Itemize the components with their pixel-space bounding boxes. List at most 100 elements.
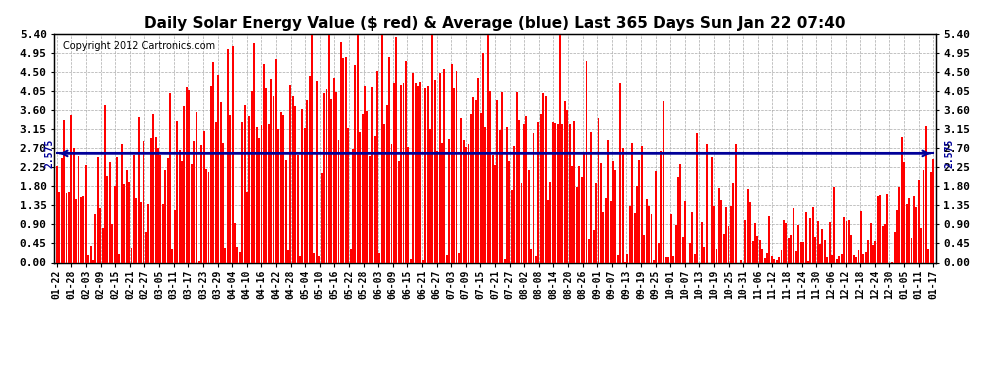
Bar — [667, 257, 669, 262]
Bar — [297, 155, 299, 262]
Bar — [571, 166, 573, 262]
Bar — [58, 192, 60, 262]
Bar — [930, 172, 932, 262]
Bar — [547, 200, 548, 262]
Bar — [933, 159, 935, 262]
Bar — [378, 253, 380, 262]
Bar — [154, 137, 156, 262]
Bar — [634, 213, 636, 262]
Bar — [248, 116, 250, 262]
Bar — [148, 204, 149, 262]
Bar — [602, 212, 604, 262]
Bar — [723, 234, 725, 262]
Bar — [605, 198, 607, 262]
Bar — [756, 236, 758, 262]
Bar — [247, 192, 248, 262]
Bar — [458, 253, 459, 262]
Bar — [874, 242, 876, 262]
Bar — [812, 207, 814, 262]
Bar — [203, 131, 205, 262]
Bar — [494, 165, 496, 262]
Bar — [442, 143, 443, 262]
Bar — [785, 223, 787, 262]
Bar — [877, 196, 879, 262]
Bar — [109, 162, 111, 262]
Bar — [735, 144, 737, 262]
Bar — [255, 127, 257, 262]
Bar — [744, 219, 746, 262]
Bar — [913, 196, 915, 262]
Bar — [754, 223, 756, 262]
Bar — [728, 226, 730, 262]
Bar — [822, 229, 824, 262]
Bar — [566, 110, 568, 262]
Bar — [338, 140, 340, 262]
Bar — [253, 43, 255, 262]
Bar — [166, 158, 168, 262]
Bar — [455, 71, 457, 262]
Bar — [369, 156, 371, 262]
Bar — [92, 260, 94, 262]
Bar — [102, 228, 104, 262]
Bar — [810, 218, 812, 262]
Bar — [653, 260, 654, 262]
Bar — [429, 129, 431, 262]
Bar — [644, 235, 645, 262]
Bar — [551, 122, 553, 262]
Bar — [136, 198, 138, 262]
Bar — [311, 34, 313, 262]
Bar — [768, 216, 770, 262]
Bar — [632, 143, 634, 262]
Bar — [612, 162, 614, 262]
Bar — [662, 101, 664, 262]
Bar — [85, 165, 87, 262]
Bar — [561, 124, 563, 262]
Bar — [470, 114, 472, 262]
Bar — [270, 79, 272, 262]
Bar — [554, 123, 556, 262]
Bar — [343, 58, 345, 262]
Bar — [593, 230, 595, 262]
Bar — [119, 254, 121, 262]
Bar — [225, 248, 227, 262]
Bar — [239, 252, 241, 262]
Bar — [208, 172, 210, 262]
Bar — [598, 118, 600, 262]
Bar — [617, 255, 619, 262]
Bar — [217, 75, 219, 262]
Bar — [427, 86, 429, 262]
Bar — [884, 224, 886, 262]
Bar — [872, 245, 874, 262]
Bar — [191, 164, 193, 262]
Bar — [511, 190, 513, 262]
Bar — [299, 256, 301, 262]
Bar — [648, 206, 650, 262]
Bar — [97, 157, 99, 262]
Bar — [730, 206, 732, 262]
Bar — [843, 217, 845, 262]
Bar — [364, 86, 366, 262]
Bar — [407, 147, 409, 262]
Bar — [504, 259, 506, 262]
Bar — [55, 166, 57, 262]
Bar — [841, 254, 842, 262]
Bar — [677, 177, 679, 262]
Bar — [383, 124, 385, 262]
Bar — [68, 192, 70, 262]
Bar — [301, 109, 303, 262]
Bar — [763, 258, 765, 262]
Bar — [489, 91, 491, 262]
Bar — [672, 256, 674, 262]
Bar — [819, 244, 821, 262]
Bar — [501, 92, 503, 262]
Bar — [352, 149, 354, 262]
Bar — [807, 261, 809, 262]
Bar — [576, 187, 578, 262]
Bar — [836, 259, 838, 262]
Bar — [128, 182, 130, 262]
Bar — [157, 148, 159, 262]
Bar — [627, 254, 629, 262]
Bar — [655, 171, 657, 262]
Bar — [275, 59, 277, 262]
Bar — [607, 140, 609, 262]
